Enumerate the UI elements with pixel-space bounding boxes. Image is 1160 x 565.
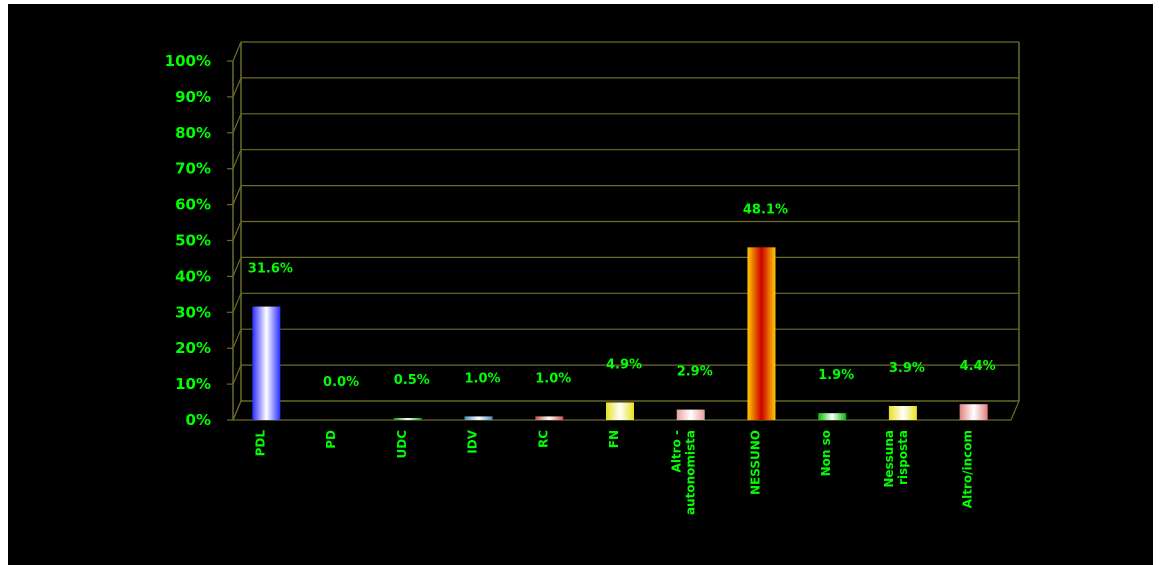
gridline-side <box>232 293 242 313</box>
y-tick-label: 0% <box>186 411 211 429</box>
bar <box>888 405 917 420</box>
category-label: Non so <box>819 430 833 476</box>
gridline-side <box>232 185 242 205</box>
gridline-side <box>232 113 242 134</box>
category-label: PDL <box>253 430 267 457</box>
data-label: 4.9% <box>606 357 642 372</box>
category-label: NESSUNO <box>748 430 762 495</box>
category-label-line: autonomista <box>684 430 698 515</box>
gridline-side <box>232 149 242 169</box>
category-label: FN <box>607 430 621 448</box>
gridline-side <box>232 221 242 241</box>
category-label-line: UDC <box>395 430 409 459</box>
bar <box>606 402 634 420</box>
bar <box>959 404 988 420</box>
data-label: 48.1% <box>743 202 788 217</box>
chart-frame: 0% 10% 20% 30% 40% 50% 60% 70% 80% 90% 100% 31.6% PD… <box>8 4 1153 565</box>
bar <box>535 416 564 420</box>
bar <box>676 409 705 420</box>
y-tick-label: 10% <box>175 375 211 393</box>
y-tick-label: 100% <box>165 52 211 70</box>
category-label-line: risposta <box>896 430 910 485</box>
y-tick-label: 40% <box>175 267 211 285</box>
y-tick-label: 80% <box>175 124 211 142</box>
category-label: PD <box>324 430 338 449</box>
category-label-line: IDV <box>466 429 480 453</box>
bar <box>393 418 422 420</box>
data-label: 1.0% <box>535 371 571 386</box>
category-label: UDC <box>395 430 409 459</box>
gridline-side <box>232 41 242 62</box>
data-label: 3.9% <box>889 361 925 376</box>
gridline-side <box>232 364 242 385</box>
category-label-line: NESSUNO <box>748 430 762 495</box>
data-label: 2.9% <box>677 365 713 380</box>
y-tick-label: 30% <box>175 303 211 321</box>
gridline-side <box>232 257 242 277</box>
bar-chart: 0% 10% 20% 30% 40% 50% 60% 70% 80% 90% 100% 31.6% PD… <box>165 41 1020 515</box>
category-label-line: FN <box>607 430 621 448</box>
category-label-line: RC <box>536 430 550 448</box>
category-label-line: Altro/incom <box>961 430 975 508</box>
bar <box>252 306 281 420</box>
category-label: RC <box>536 430 550 448</box>
y-tick-label: 50% <box>175 232 211 250</box>
bar <box>818 413 847 420</box>
y-tick-label: 90% <box>175 88 211 106</box>
gridline-side <box>232 400 242 421</box>
category-label: IDV <box>466 429 480 453</box>
data-label: 0.0% <box>323 375 359 390</box>
data-label: 1.9% <box>818 368 854 383</box>
category-label-line: Non so <box>819 430 833 476</box>
category-label: Nessunarisposta <box>882 430 910 488</box>
bar <box>747 247 776 420</box>
y-tick-label: 60% <box>175 196 211 214</box>
gridline-side <box>232 77 242 98</box>
data-label: 1.0% <box>465 371 501 386</box>
category-label-line: PDL <box>253 430 267 457</box>
data-label: 4.4% <box>960 359 996 374</box>
y-tick-label: 70% <box>175 160 211 178</box>
category-label: Altro/incom <box>961 430 975 508</box>
category-label-line: PD <box>324 430 338 449</box>
bar <box>464 416 493 420</box>
gridline-side <box>232 328 242 349</box>
category-label: Altro -autonomista <box>670 430 698 515</box>
data-label: 31.6% <box>248 262 293 277</box>
y-tick-label: 20% <box>175 339 211 357</box>
category-label-line: Nessuna <box>882 430 896 488</box>
data-label: 0.5% <box>394 373 430 388</box>
category-label-line: Altro - <box>670 430 684 472</box>
